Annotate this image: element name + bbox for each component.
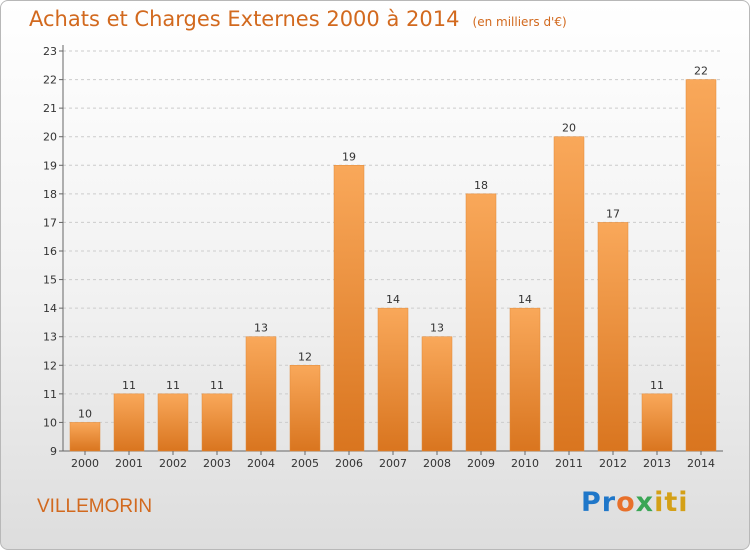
x-tick-label: 2014 xyxy=(687,457,715,470)
y-tick-label: 10 xyxy=(43,416,57,429)
data-label: 12 xyxy=(298,350,312,363)
y-tick-label: 11 xyxy=(43,388,57,401)
y-tick-label: 17 xyxy=(43,216,57,229)
x-tick-label: 2006 xyxy=(335,457,363,470)
y-tick-label: 15 xyxy=(43,274,57,287)
chart-unit: (en milliers d'€) xyxy=(472,15,567,29)
commune-name: VILLEMORIN xyxy=(37,496,153,517)
x-tick-label: 2005 xyxy=(291,457,319,470)
data-label: 11 xyxy=(166,379,180,392)
y-tick-label: 23 xyxy=(43,45,57,58)
y-tick-label: 9 xyxy=(50,445,57,458)
data-label: 10 xyxy=(78,407,92,420)
bar-2013 xyxy=(641,393,673,452)
x-tick-label: 2013 xyxy=(643,457,671,470)
bar-chart: 9 10 11 12 13 14 15 16 17 18 19 20 21 22 23 10 2000 11 200… xyxy=(43,45,723,470)
y-tick-label: 21 xyxy=(43,102,57,115)
x-tick-label: 2004 xyxy=(247,457,275,470)
x-tick-label: 2000 xyxy=(71,457,99,470)
data-label: 14 xyxy=(386,293,400,306)
y-tick-label: 18 xyxy=(43,188,57,201)
chart-title-text: Achats et Charges Externes 2000 à 2014 xyxy=(29,7,460,31)
data-label: 11 xyxy=(210,379,224,392)
bar-2000 xyxy=(69,422,101,452)
y-tick-label: 12 xyxy=(43,359,57,372)
bar-2011 xyxy=(553,136,585,452)
x-tick-label: 2002 xyxy=(159,457,187,470)
bar-2008 xyxy=(421,336,453,452)
x-tick-label: 2009 xyxy=(467,457,495,470)
x-tick-label: 2012 xyxy=(599,457,627,470)
y-tick-label: 16 xyxy=(43,245,57,258)
y-tick-label: 20 xyxy=(43,131,57,144)
bar-2014 xyxy=(685,79,717,452)
data-label: 17 xyxy=(606,207,620,220)
x-tick-label: 2007 xyxy=(379,457,407,470)
x-tick-label: 2010 xyxy=(511,457,539,470)
x-tick-label: 2003 xyxy=(203,457,231,470)
data-label: 13 xyxy=(430,322,444,335)
y-tick-label: 22 xyxy=(43,74,57,87)
data-label: 22 xyxy=(694,65,708,78)
bar-2007 xyxy=(377,307,409,452)
bar-2002 xyxy=(157,393,189,452)
data-label: 20 xyxy=(562,122,576,135)
data-label: 18 xyxy=(474,179,488,192)
data-label: 14 xyxy=(518,293,532,306)
data-label: 11 xyxy=(650,379,664,392)
y-tick-label: 14 xyxy=(43,302,57,315)
y-tick-label: 13 xyxy=(43,331,57,344)
chart-title: Achats et Charges Externes 2000 à 2014 (… xyxy=(29,7,567,31)
bar-2012 xyxy=(597,222,629,452)
bar-2003 xyxy=(201,393,233,452)
bar-2010 xyxy=(509,307,541,452)
y-tick-label: 19 xyxy=(43,159,57,172)
bar-2006 xyxy=(333,165,365,452)
x-tick-label: 2008 xyxy=(423,457,451,470)
bar-2004 xyxy=(245,336,277,452)
data-label: 11 xyxy=(122,379,136,392)
x-tick-label: 2011 xyxy=(555,457,583,470)
proxiti-logo: Proxiti xyxy=(581,487,689,518)
bar-2001 xyxy=(113,393,145,452)
bar-2009 xyxy=(465,193,497,452)
x-tick-label: 2001 xyxy=(115,457,143,470)
data-label: 13 xyxy=(254,322,268,335)
data-label: 19 xyxy=(342,150,356,163)
bar-2005 xyxy=(289,365,321,452)
